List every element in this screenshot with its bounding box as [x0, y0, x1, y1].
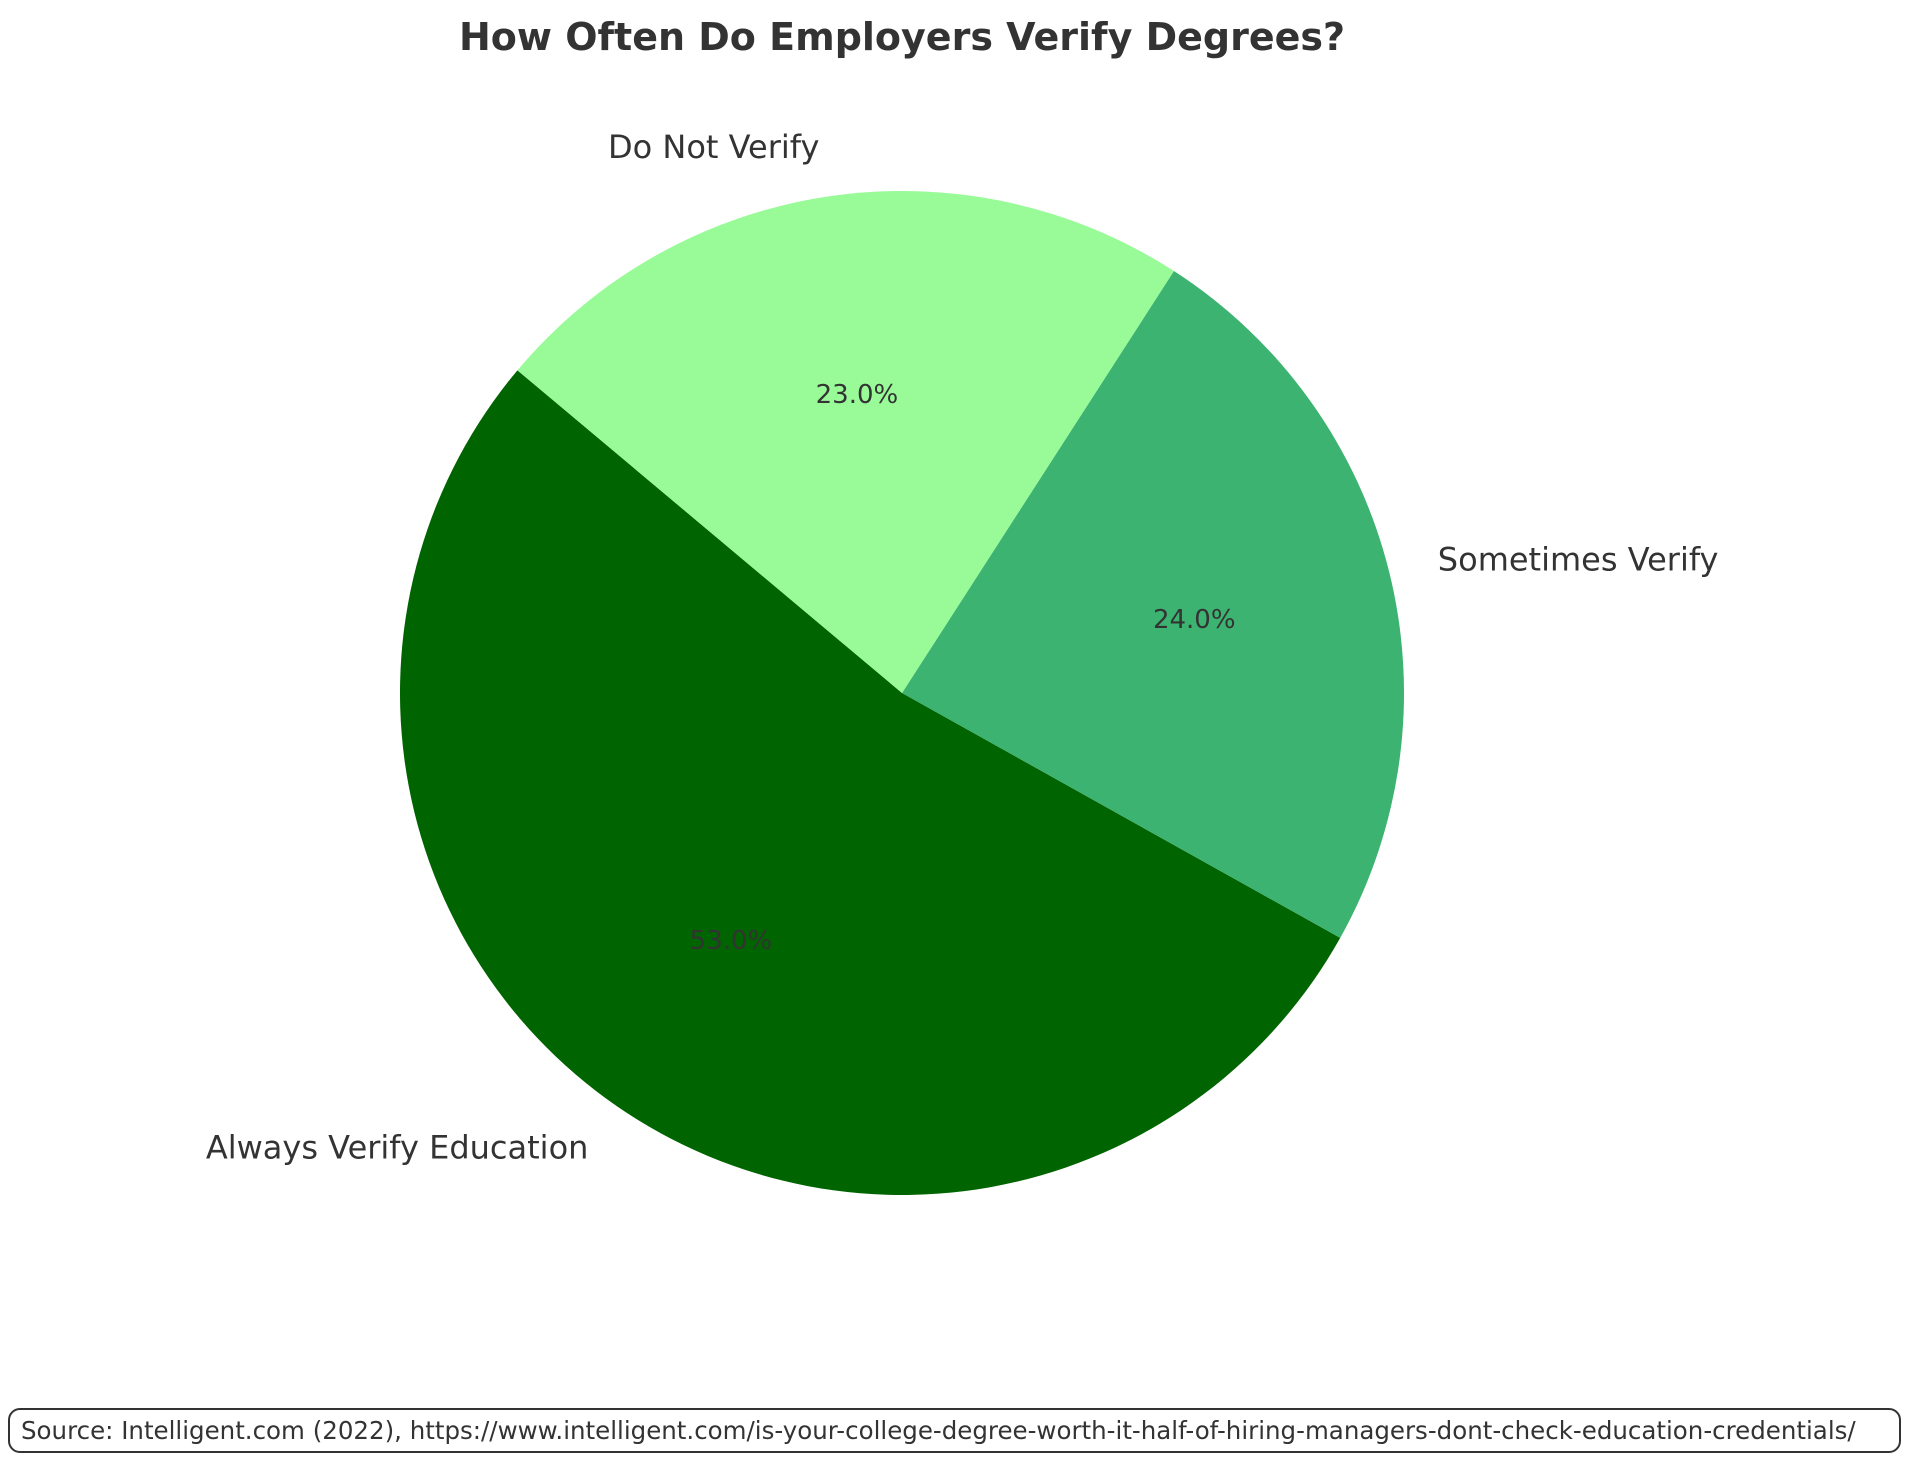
pie-slice-0	[400, 370, 1341, 1195]
pie-slice-1	[902, 271, 1405, 938]
pie-percent-label-0: 53.0%	[690, 926, 773, 956]
chart-title: How Often Do Employers Verify Degrees?	[459, 15, 1345, 59]
pie-percent-label-1: 24.0%	[1153, 605, 1236, 635]
pie-slices	[400, 190, 1405, 1195]
source-note: Source: Intelligent.com (2022), https://…	[8, 1408, 1901, 1453]
pie-category-label-2: Do Not Verify	[608, 128, 819, 166]
pie-category-label-1: Sometimes Verify	[1438, 540, 1719, 578]
pie-slice-2	[517, 190, 1174, 693]
pie-category-label-0: Always Verify Education	[206, 1129, 589, 1167]
pie-percent-labels: 53.0% 24.0% 23.0%	[690, 380, 1236, 956]
source-note-text: Source: Intelligent.com (2022), https://…	[21, 1416, 1856, 1445]
pie-category-labels: Always Verify Education Sometimes Verify D…	[206, 128, 1719, 1167]
pie-percent-label-2: 23.0%	[816, 380, 899, 410]
